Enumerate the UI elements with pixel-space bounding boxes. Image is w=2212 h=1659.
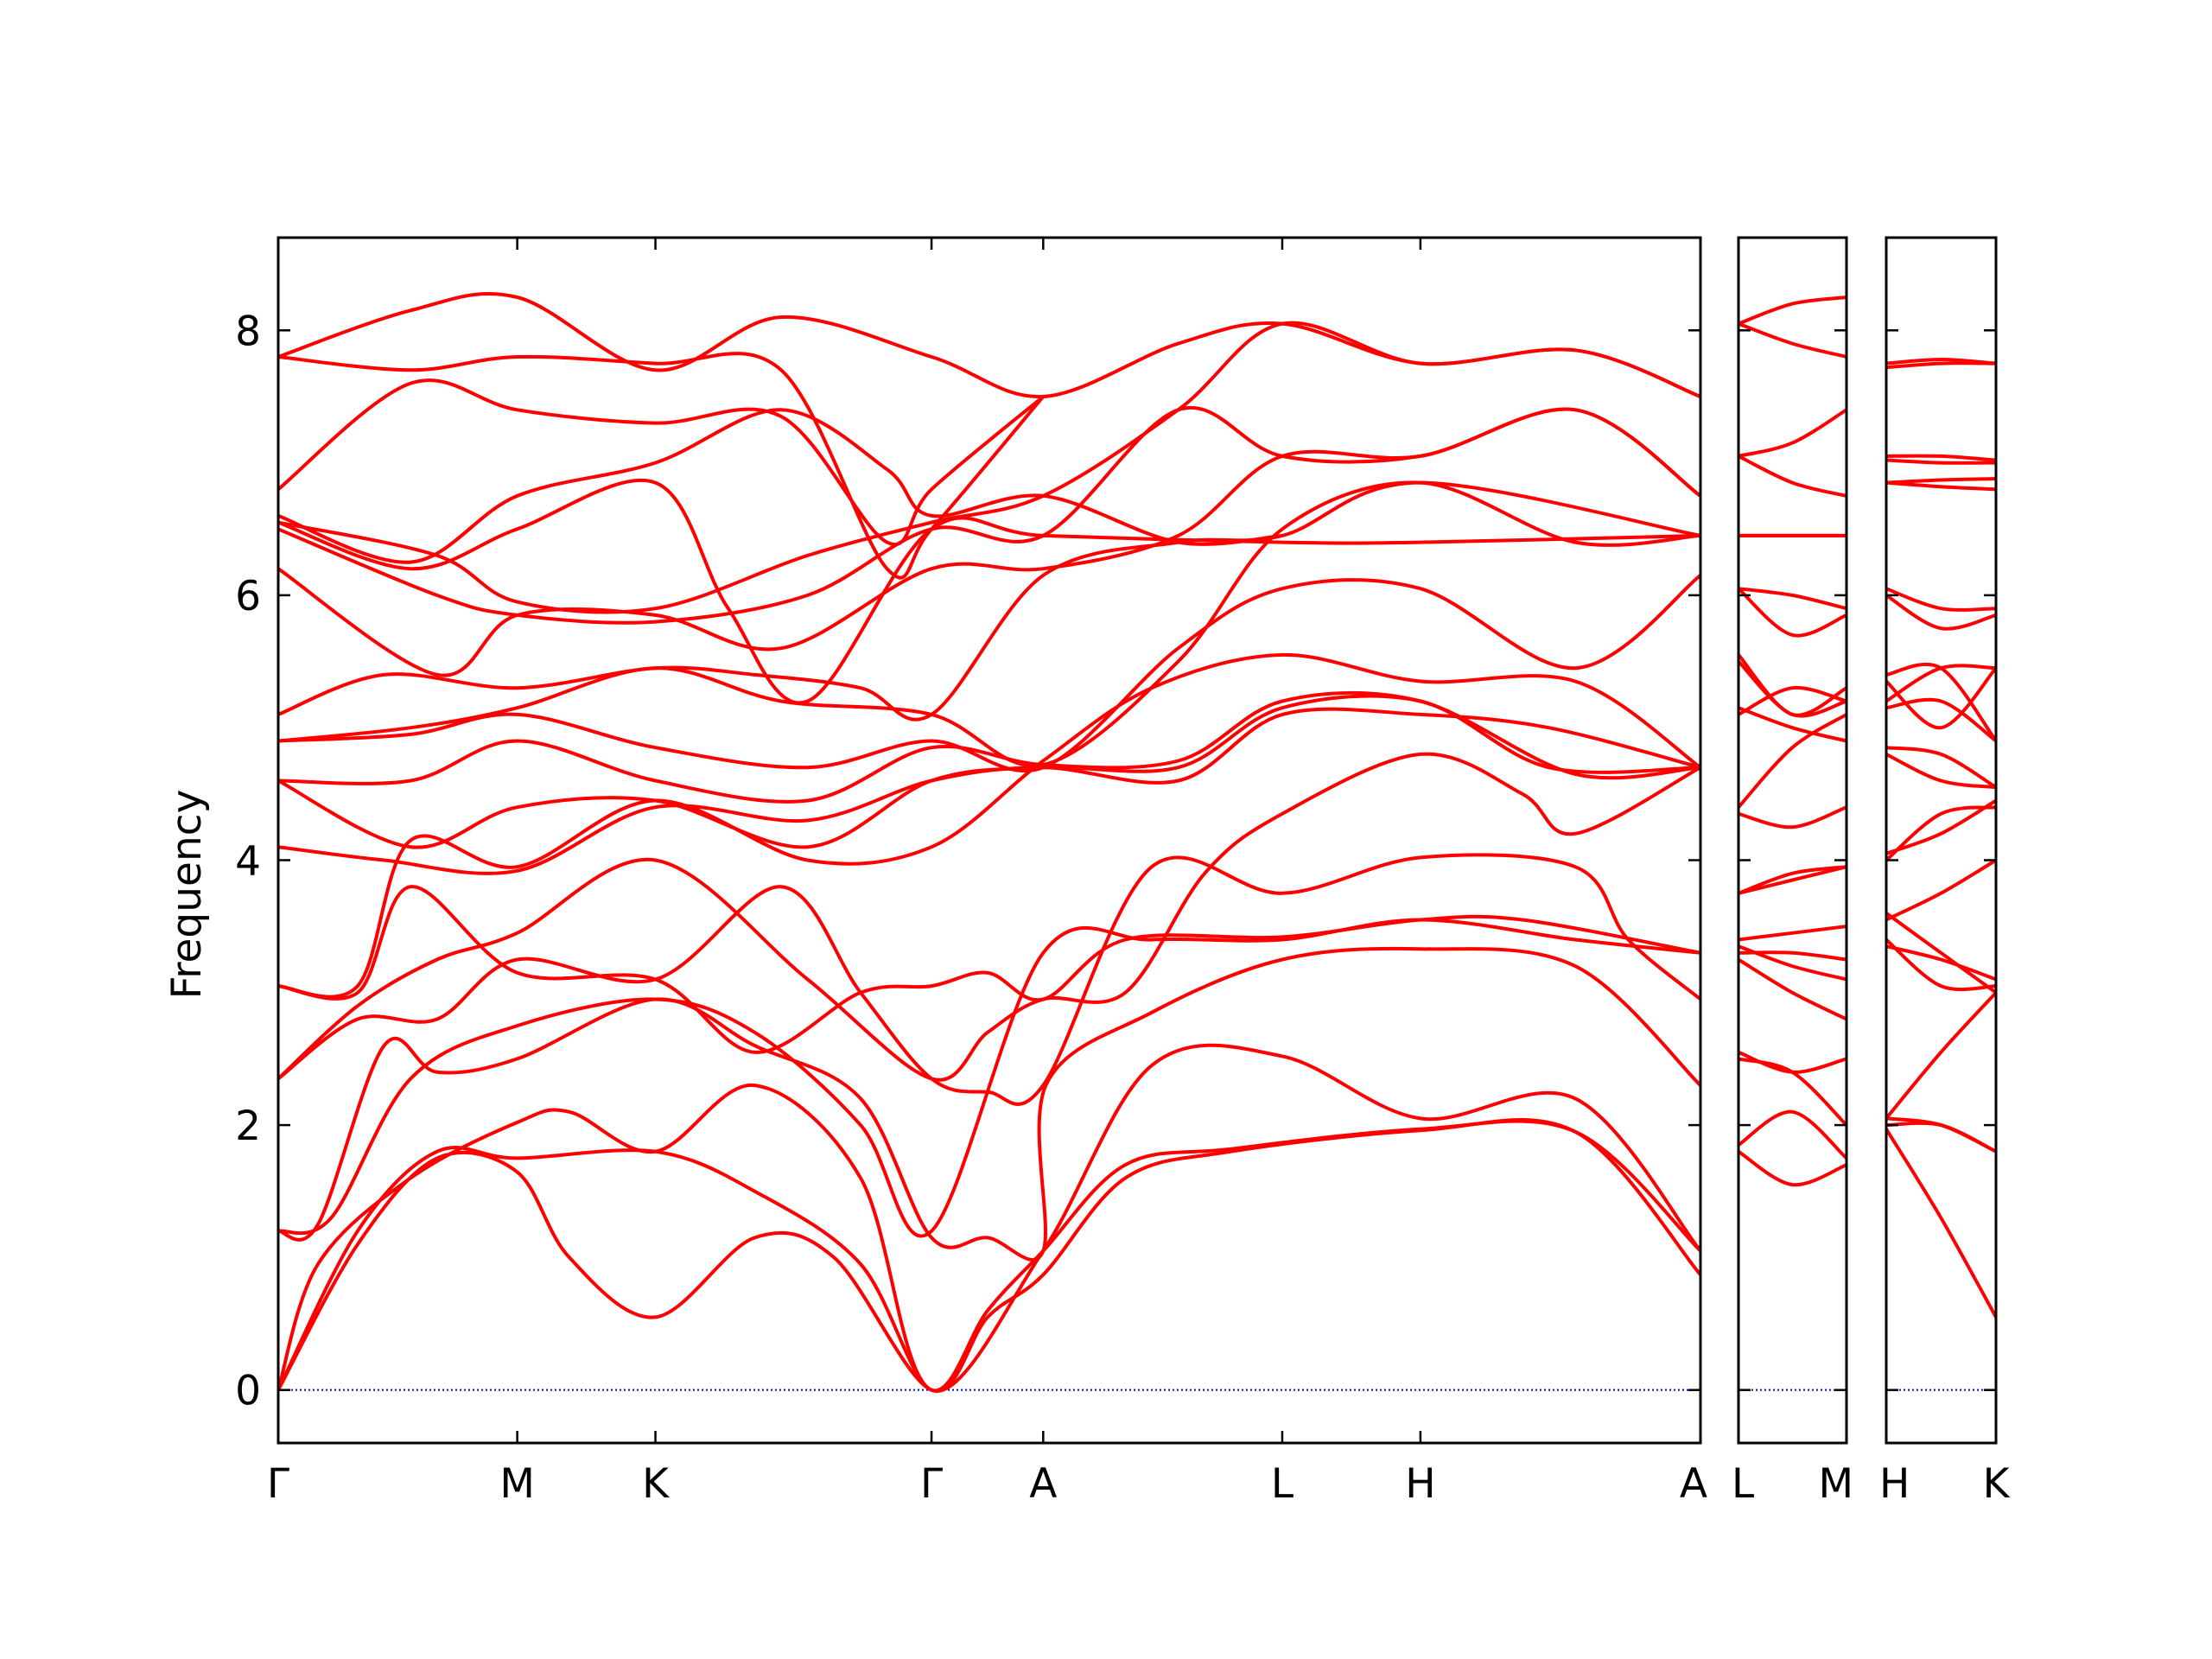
- phonon-band-12: [278, 690, 1700, 804]
- phonon-band-24: [1738, 321, 1847, 359]
- k-point-label: Γ: [920, 1460, 943, 1508]
- phonon-band-8: [1738, 925, 1847, 942]
- phonon-band-22: [1738, 454, 1847, 498]
- phonon-band-18: [278, 321, 1700, 614]
- phonon-band-20: [1886, 477, 1996, 485]
- phonon-band-5: [1886, 944, 1996, 982]
- phonon-band-19: [1886, 480, 1996, 492]
- phonon-band-13: [278, 573, 1700, 773]
- phonon-band-7: [1886, 858, 1996, 922]
- k-point-label: K: [642, 1460, 670, 1508]
- phonon-band-7: [1738, 944, 1847, 982]
- phonon-band-7: [278, 752, 1700, 1082]
- k-point-label: L: [1732, 1460, 1754, 1508]
- phonon-band-3: [278, 1043, 1700, 1393]
- panel-frame: [1885, 236, 1998, 1445]
- phonon-band-8: [1886, 911, 1996, 995]
- y-tick-label: 2: [235, 1103, 261, 1150]
- phonon-band-13: [1886, 697, 1996, 743]
- y-tick-label: 4: [235, 837, 261, 885]
- phonon-band-18: [1738, 587, 1847, 638]
- phonon-band-15: [1886, 666, 1996, 730]
- phonon-band-22: [278, 352, 1046, 580]
- k-point-label: K: [1983, 1460, 2011, 1508]
- phonon-band-1: [1738, 1149, 1847, 1187]
- k-point-label: H: [1879, 1460, 1910, 1508]
- phonon-band-16: [1738, 652, 1847, 717]
- phonon-band-2: [1886, 1121, 1996, 1154]
- phonon-band-17: [278, 406, 1700, 625]
- phonon-band-20: [278, 408, 1284, 564]
- panel-gamma-m-k-gamma-a-l-h-a: 0 2 4 6 8 Γ M K Γ A L H A: [235, 236, 1707, 1508]
- phonon-band-10: [1738, 865, 1847, 895]
- phonon-band-11: [1886, 752, 1996, 790]
- phonon-band-14: [278, 480, 1700, 768]
- phonon-band-10: [1886, 798, 1996, 855]
- phonon-band-21: [1886, 458, 1996, 465]
- k-point-label: Γ: [267, 1460, 289, 1508]
- phonon-band-14: [1738, 706, 1847, 743]
- phonon-band-4: [1738, 1050, 1847, 1074]
- k-point-label: A: [1029, 1460, 1057, 1508]
- phonon-band-21: [1738, 408, 1847, 458]
- k-point-label: L: [1271, 1460, 1294, 1508]
- phonon-band-8: [278, 885, 1700, 1054]
- phonon-band-2: [278, 1119, 1700, 1393]
- phonon-band-9: [278, 652, 1700, 999]
- phonon-band-12: [1886, 746, 1996, 790]
- phonon-band-3: [1738, 1057, 1847, 1128]
- phonon-band-2: [1738, 1109, 1847, 1160]
- phonon-band-6: [1886, 938, 1996, 992]
- y-axis-label: Frequency: [163, 790, 211, 1000]
- phonon-band-10: [278, 707, 1700, 875]
- phonon-band-17: [1886, 587, 1996, 612]
- phonon-band-17: [1738, 587, 1847, 611]
- phonon-band-12: [1738, 712, 1847, 810]
- phonon-band-11: [1738, 805, 1847, 830]
- y-tick-label: 8: [235, 308, 261, 355]
- phonon-band-24: [1886, 358, 1996, 365]
- phonon-band-23: [1886, 361, 1996, 370]
- phonon-band-4: [278, 946, 1700, 1262]
- k-point-label: A: [1680, 1460, 1707, 1508]
- k-point-label: M: [499, 1460, 535, 1508]
- phonon-band-5: [278, 918, 1700, 1238]
- phonon-band-18: [1886, 593, 1996, 631]
- y-tick-label: 6: [235, 573, 261, 620]
- phonon-band-19: [278, 478, 1700, 705]
- phonon-band-1: [1886, 1127, 1996, 1319]
- panel-frame: [1737, 236, 1848, 1445]
- phonon-band-21: [278, 378, 1046, 546]
- y-tick-label: 0: [235, 1368, 261, 1415]
- phonon-band-15: [278, 480, 1700, 721]
- phonon-band-16: [1886, 662, 1996, 743]
- phonon-band-4: [1886, 990, 1996, 1121]
- phonon-band-5: [1738, 957, 1847, 1021]
- phonon-band-23: [278, 291, 1700, 399]
- phonon-band-22: [1886, 454, 1996, 462]
- k-point-label: H: [1405, 1460, 1435, 1508]
- phonon-band-1: [278, 1118, 1700, 1393]
- phonon-band-3: [1886, 1116, 1996, 1154]
- panel-frame: [276, 236, 1702, 1445]
- k-point-label: M: [1818, 1460, 1853, 1508]
- phonon-band-23: [1738, 296, 1847, 326]
